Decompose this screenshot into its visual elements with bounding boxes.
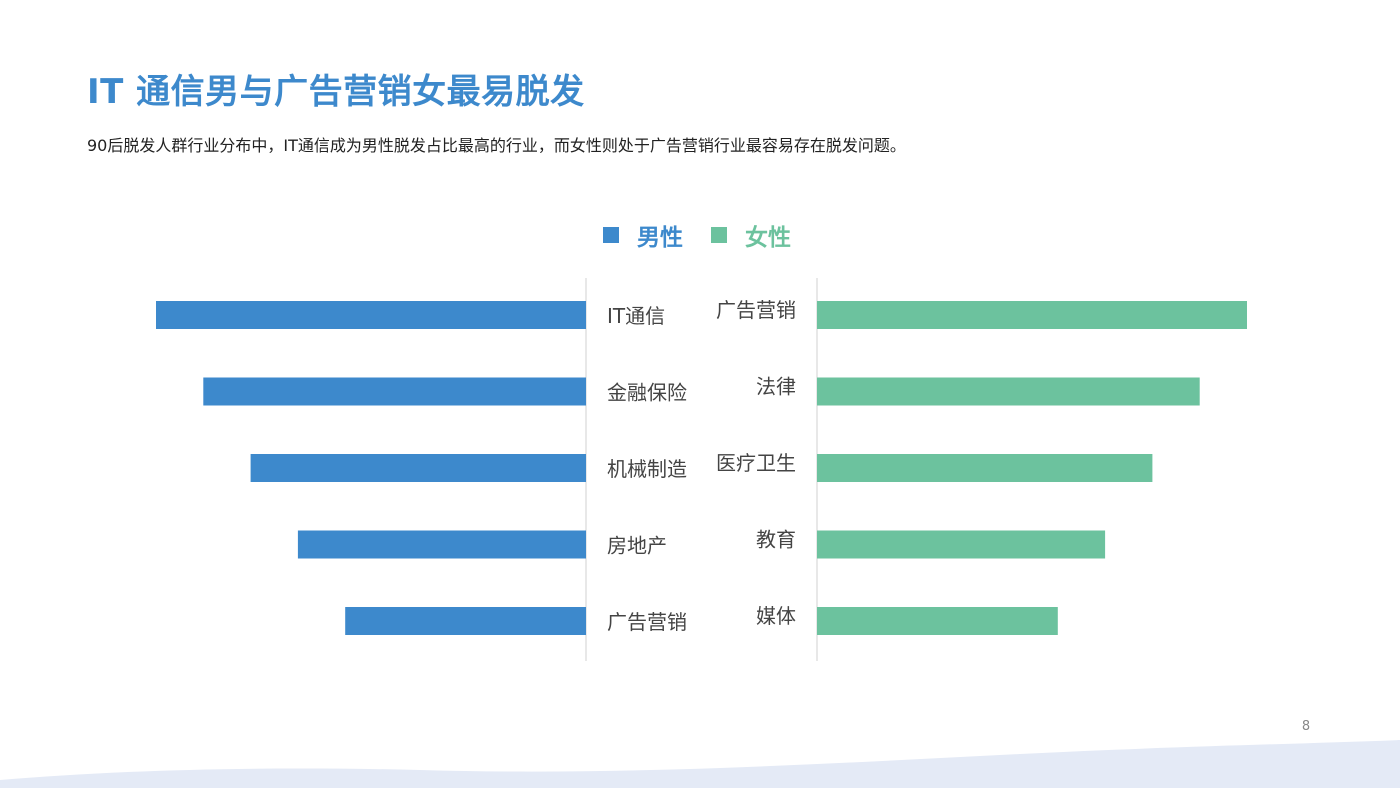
category-label-male-3: 机械制造: [607, 457, 687, 481]
bottom-wave-decoration: [0, 740, 1400, 788]
bar-female-1: [817, 301, 1247, 329]
legend-label-male: 男性: [637, 225, 683, 251]
category-label-male-2: 金融保险: [607, 381, 687, 405]
category-label-female-1: 广告营销: [716, 298, 796, 322]
category-label-female-2: 法律: [756, 375, 796, 399]
category-label-male-5: 广告营销: [607, 610, 687, 634]
category-label-female-3: 医疗卫生: [716, 451, 796, 475]
legend-label-female: 女性: [745, 225, 791, 251]
category-label-male-1: IT通信: [607, 304, 665, 328]
chart-legend: 男性 女性: [603, 218, 819, 252]
legend-item-female: 女性: [711, 218, 791, 252]
page-subtitle: 90后脱发人群行业分布中，IT通信成为男性脱发占比最高的行业，而女性则处于广告营…: [87, 136, 906, 155]
bar-male-1: [156, 301, 586, 329]
legend-swatch-female: [711, 227, 727, 243]
legend-item-male: 男性: [603, 218, 683, 252]
category-label-female-4: 教育: [756, 528, 796, 552]
bar-female-4: [817, 530, 1106, 559]
bar-male-2: [203, 377, 587, 406]
legend-swatch-male: [603, 227, 619, 243]
bar-female-3: [817, 454, 1153, 482]
bar-male-5: [345, 607, 586, 635]
bar-male-4: [297, 530, 586, 559]
bar-female-5: [817, 607, 1058, 635]
bar-female-2: [817, 377, 1200, 406]
category-label-male-4: 房地产: [607, 534, 667, 558]
bar-male-3: [250, 454, 586, 482]
page-number: 8: [1301, 719, 1311, 734]
category-label-female-5: 媒体: [756, 604, 796, 628]
page-title: IT 通信男与广告营销女最易脱发: [87, 72, 585, 112]
